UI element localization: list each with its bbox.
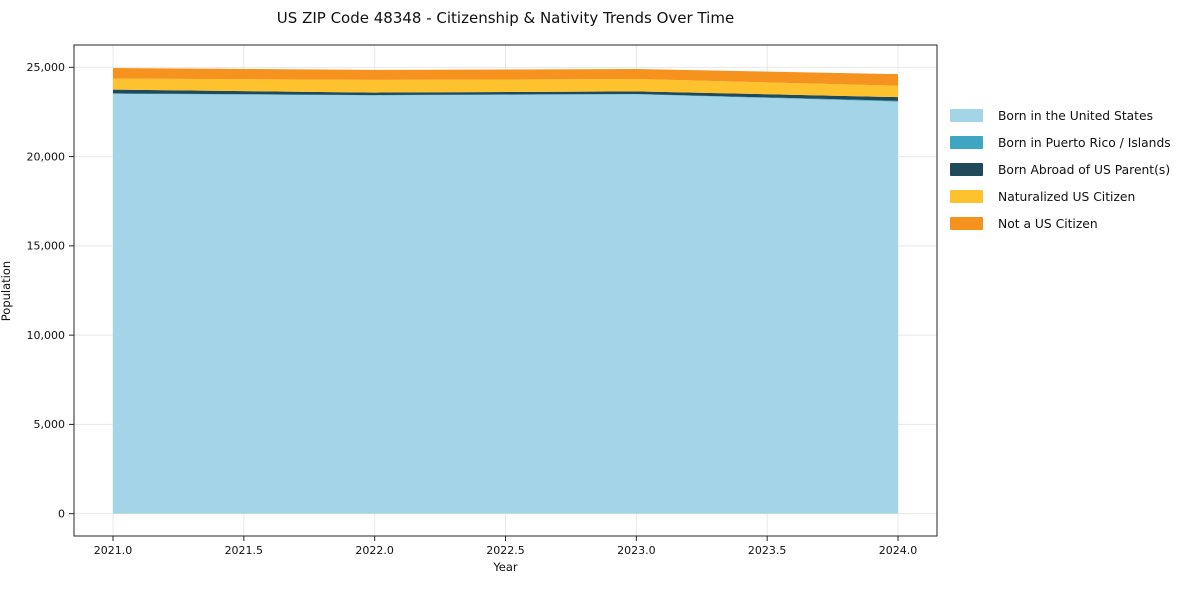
legend-swatch [950, 109, 983, 122]
legend: Born in the United States Born in Puerto … [950, 102, 1171, 237]
x-tick-label: 2021.0 [94, 544, 133, 557]
legend-item: Born in the United States [950, 102, 1171, 129]
y-tick-label: 20,000 [27, 150, 66, 163]
legend-item: Born Abroad of US Parent(s) [950, 156, 1171, 183]
legend-swatch [950, 163, 983, 176]
legend-swatch [950, 190, 983, 203]
area-layer-3 [112, 78, 899, 98]
x-tick-label: 2022.5 [486, 544, 525, 557]
legend-label: Naturalized US Citizen [998, 189, 1136, 204]
chart-title: US ZIP Code 48348 - Citizenship & Nativi… [276, 9, 735, 27]
y-tick-label: 5,000 [34, 418, 66, 431]
x-tick-label: 2021.5 [225, 544, 264, 557]
legend-item: Not a US Citizen [950, 210, 1171, 237]
y-axis-label: Population [0, 260, 13, 322]
area-layer-4 [112, 68, 899, 86]
legend-label: Not a US Citizen [998, 216, 1098, 231]
x-tick-label: 2023.0 [617, 544, 656, 557]
area-layer-0 [112, 93, 899, 514]
y-tick-label: 0 [58, 507, 65, 520]
legend-label: Born Abroad of US Parent(s) [998, 162, 1171, 177]
area-layer-1 [112, 93, 899, 102]
legend-label: Born in the United States [998, 108, 1153, 123]
x-axis-label: Year [493, 560, 518, 574]
x-tick-label: 2023.5 [748, 544, 787, 557]
x-tick-label: 2024.0 [879, 544, 918, 557]
y-tick-label: 15,000 [27, 240, 66, 253]
legend-item: Born in Puerto Rico / Islands [950, 129, 1171, 156]
x-tick-label: 2022.0 [355, 544, 394, 557]
legend-item: Naturalized US Citizen [950, 183, 1171, 210]
legend-swatch [950, 136, 983, 149]
y-tick-label: 25,000 [27, 61, 66, 74]
y-tick-label: 10,000 [27, 329, 66, 342]
legend-swatch [950, 217, 983, 230]
area-layer-2 [112, 89, 899, 101]
legend-label: Born in Puerto Rico / Islands [998, 135, 1171, 150]
